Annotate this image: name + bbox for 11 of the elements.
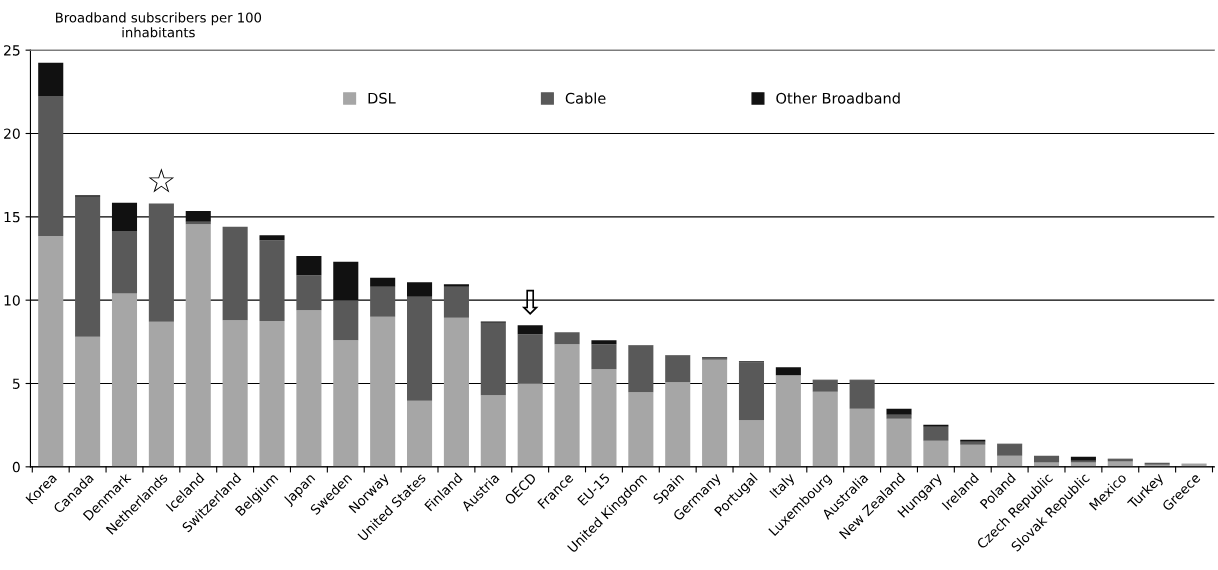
y-tick-label: 25 (4, 45, 20, 56)
y-tick-label: 5 (12, 378, 20, 389)
y-tick-label: 15 (4, 211, 20, 223)
legend-label: DSL (368, 92, 396, 104)
y-tick-label: 10 (4, 295, 20, 306)
annotation: ☆ (148, 168, 175, 193)
legend-label: Cable (565, 92, 606, 104)
y-tick-label: 0 (12, 461, 20, 473)
y-axis-title: Broadband subscribers per 100 inhabitants (56, 12, 262, 38)
legend-label: Other Broadband (776, 92, 900, 104)
y-tick-label: 20 (4, 128, 20, 139)
